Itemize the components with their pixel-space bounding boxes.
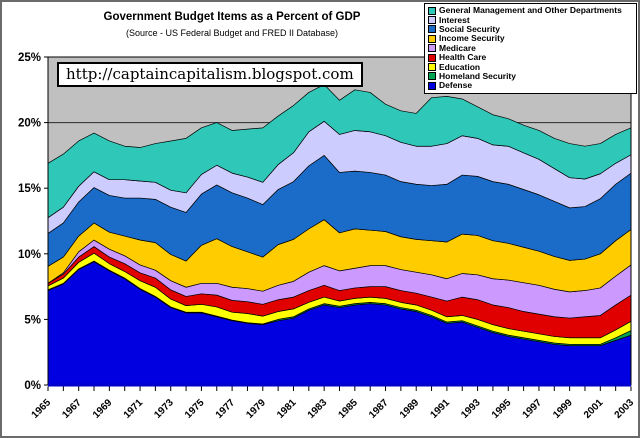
x-axis-tick-label: 1965 [30, 397, 54, 421]
legend-label: Medicare [439, 42, 476, 53]
chart-subtitle: (Source - US Federal Budget and FRED II … [125, 28, 339, 38]
legend-item-income-security: Income Security [428, 34, 634, 43]
legend-swatch-icon [428, 16, 436, 25]
legend-swatch-icon [428, 34, 436, 43]
x-axis-tick-label: 1985 [336, 397, 360, 421]
legend-item-health-care: Health Care [428, 53, 634, 62]
legend-swatch-icon [428, 53, 436, 62]
chart-title: Government Budget Items as a Percent of … [103, 11, 361, 23]
legend-label: Education [439, 61, 481, 72]
y-axis-tick-label: 25% [18, 52, 41, 64]
x-axis-tick-label: 1981 [275, 397, 299, 421]
y-axis-tick-label: 20% [18, 118, 41, 130]
legend-item-medicare: Medicare [428, 42, 634, 53]
legend-item-education: Education [428, 61, 634, 72]
legend-label: Health Care [439, 52, 487, 63]
legend-swatch-icon [428, 6, 436, 15]
x-axis-tick-label: 1969 [91, 397, 115, 421]
legend-item-homeland-security: Homeland Security [428, 70, 634, 81]
x-axis-tick-label: 2003 [613, 397, 637, 421]
x-axis-tick-label: 1993 [459, 397, 483, 421]
legend: General Management and Other Departments… [424, 3, 637, 94]
x-axis-tick-label: 1983 [306, 397, 330, 421]
legend-swatch-icon [428, 72, 436, 81]
legend-label: Interest [439, 14, 470, 25]
legend-swatch-icon [428, 25, 436, 34]
x-axis-tick-label: 1991 [429, 397, 453, 421]
x-axis-tick-label: 1995 [490, 397, 514, 421]
legend-item-general-management-and-other-departments: General Management and Other Departments [428, 6, 634, 15]
x-axis-tick-label: 1971 [122, 397, 146, 421]
legend-swatch-icon [428, 44, 436, 53]
x-axis-tick-label: 1967 [60, 397, 84, 421]
y-axis-tick-label: 5% [24, 314, 41, 326]
x-axis-tick-label: 2001 [582, 397, 606, 421]
x-axis-tick-label: 1999 [551, 397, 575, 421]
y-axis-tick-label: 10% [18, 249, 41, 261]
x-axis-tick-label: 1987 [367, 397, 391, 421]
x-axis-tick-label: 1975 [183, 397, 207, 421]
legend-item-social-security: Social Security [428, 23, 634, 34]
x-axis-tick-label: 1977 [214, 397, 238, 421]
legend-item-defense: Defense [428, 81, 634, 90]
y-axis-tick-label: 15% [18, 183, 41, 195]
legend-swatch-icon [428, 81, 436, 90]
x-axis-tick-label: 1973 [152, 397, 176, 421]
x-axis-tick-label: 1979 [244, 397, 268, 421]
legend-label: Income Security [439, 33, 505, 44]
legend-swatch-icon [428, 63, 436, 72]
legend-label: Homeland Security [439, 70, 516, 81]
y-axis-tick-label: 0% [24, 380, 41, 392]
x-axis-tick-label: 1997 [521, 397, 545, 421]
legend-label: General Management and Other Departments [439, 5, 622, 16]
watermark-url: http://captaincapitalism.blogspot.com [57, 62, 363, 87]
x-axis-tick-label: 1989 [398, 397, 422, 421]
legend-label: Defense [439, 80, 473, 91]
legend-label: Social Security [439, 23, 500, 34]
legend-item-interest: Interest [428, 14, 634, 25]
